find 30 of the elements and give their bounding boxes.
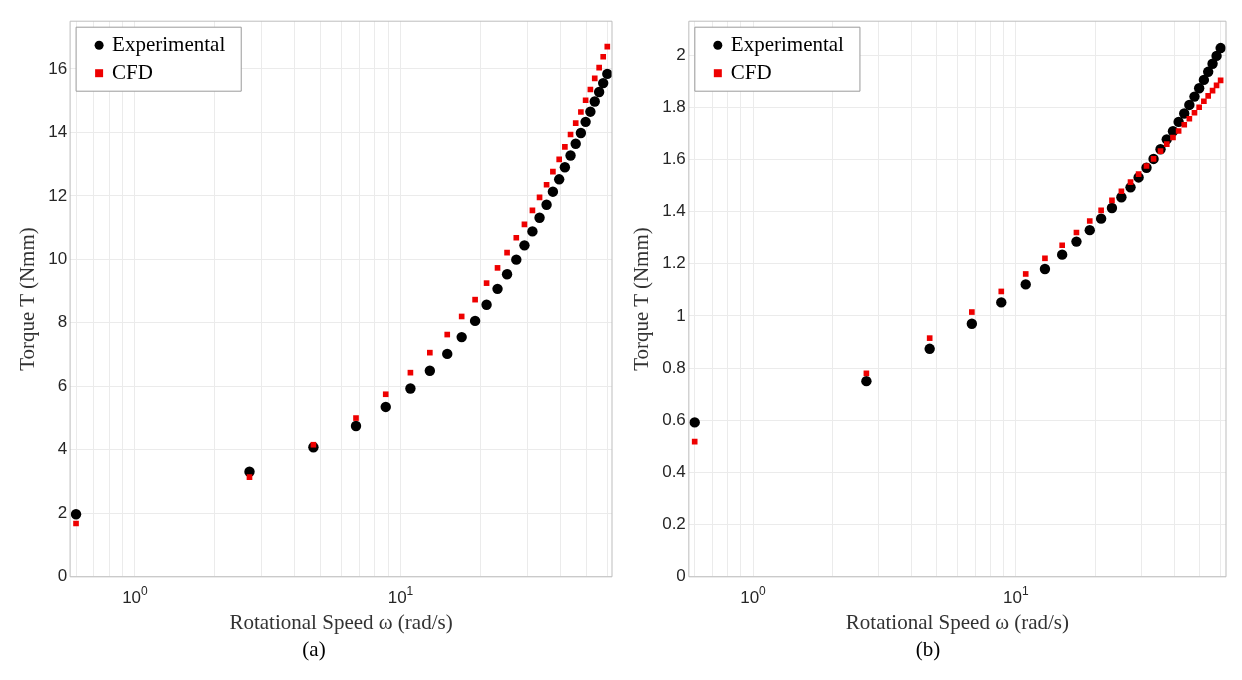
y-tick-label: 1.8 (662, 96, 686, 116)
y-tick-label: 2 (57, 502, 68, 522)
y-tick-label: 0 (57, 566, 68, 586)
y-axis-title: Torque T (Nmm) (629, 227, 654, 371)
y-tick-label: 2 (676, 44, 686, 64)
text: (b) (915, 636, 941, 662)
x-axis-title: Rotational Speed ω (rad/s) (229, 609, 453, 634)
y-tick-label: 0.8 (662, 357, 686, 377)
legend-label: CFD (112, 59, 153, 84)
y-tick-label: 0 (676, 566, 686, 586)
y-tick-label: 1.6 (662, 149, 686, 169)
y-tick-label: 0.4 (662, 462, 686, 482)
y-tick-label: 4 (57, 439, 68, 459)
y-tick-label: 10 (48, 249, 68, 268)
y-tick-label: 14 (48, 122, 68, 142)
y-tick-label: 0.6 (662, 409, 686, 429)
y-tick-label: 8 (57, 312, 68, 332)
legend-label: CFD (730, 59, 772, 84)
legend-label: Experimental (730, 31, 845, 56)
y-tick-label: 16 (48, 58, 68, 78)
legend-label: Experimental (112, 31, 226, 56)
y-tick-label: 6 (57, 376, 68, 395)
y-tick-label: 1.4 (662, 201, 686, 221)
text: (a) (302, 636, 326, 662)
y-tick-label: 1.2 (662, 253, 686, 273)
y-axis-title: Torque T (Nmm) (15, 227, 40, 371)
y-tick-label: 0.2 (662, 514, 686, 534)
y-tick-label: 1 (676, 305, 686, 325)
x-axis-title: Rotational Speed ω (rad/s) (845, 609, 1070, 634)
y-tick-label: 12 (48, 185, 68, 205)
